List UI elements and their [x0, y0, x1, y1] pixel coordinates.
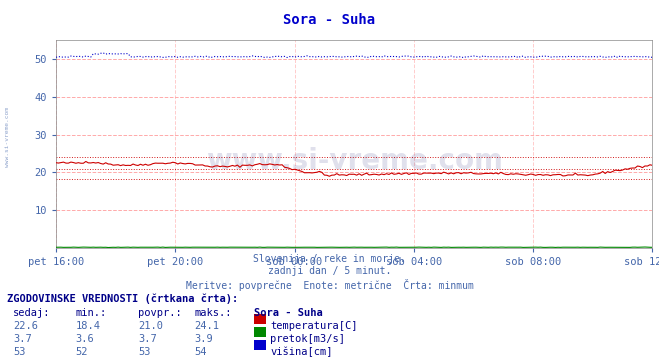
Text: 21.0: 21.0	[138, 321, 163, 331]
Text: www.si-vreme.com: www.si-vreme.com	[5, 107, 11, 167]
Text: maks.:: maks.:	[194, 308, 232, 318]
Text: 53: 53	[138, 347, 151, 357]
Text: Meritve: povprečne  Enote: metrične  Črta: minmum: Meritve: povprečne Enote: metrične Črta:…	[186, 279, 473, 291]
Text: ZGODOVINSKE VREDNOSTI (črtkana črta):: ZGODOVINSKE VREDNOSTI (črtkana črta):	[7, 293, 238, 304]
Text: sedaj:: sedaj:	[13, 308, 51, 318]
Text: www.si-vreme.com: www.si-vreme.com	[206, 147, 503, 175]
Text: temperatura[C]: temperatura[C]	[270, 321, 358, 331]
Text: 18.4: 18.4	[76, 321, 101, 331]
Text: 52: 52	[76, 347, 88, 357]
Text: 54: 54	[194, 347, 207, 357]
Text: povpr.:: povpr.:	[138, 308, 182, 318]
Text: 3.7: 3.7	[13, 334, 32, 344]
Text: 3.7: 3.7	[138, 334, 157, 344]
Text: zadnji dan / 5 minut.: zadnji dan / 5 minut.	[268, 266, 391, 276]
Text: 22.6: 22.6	[13, 321, 38, 331]
Text: 24.1: 24.1	[194, 321, 219, 331]
Text: 53: 53	[13, 347, 26, 357]
Text: višina[cm]: višina[cm]	[270, 347, 333, 357]
Text: Sora - Suha: Sora - Suha	[283, 13, 376, 27]
Text: 3.6: 3.6	[76, 334, 94, 344]
Text: Slovenija / reke in morje.: Slovenija / reke in morje.	[253, 254, 406, 264]
Text: min.:: min.:	[76, 308, 107, 318]
Text: pretok[m3/s]: pretok[m3/s]	[270, 334, 345, 344]
Text: 3.9: 3.9	[194, 334, 213, 344]
Text: Sora - Suha: Sora - Suha	[254, 308, 322, 318]
